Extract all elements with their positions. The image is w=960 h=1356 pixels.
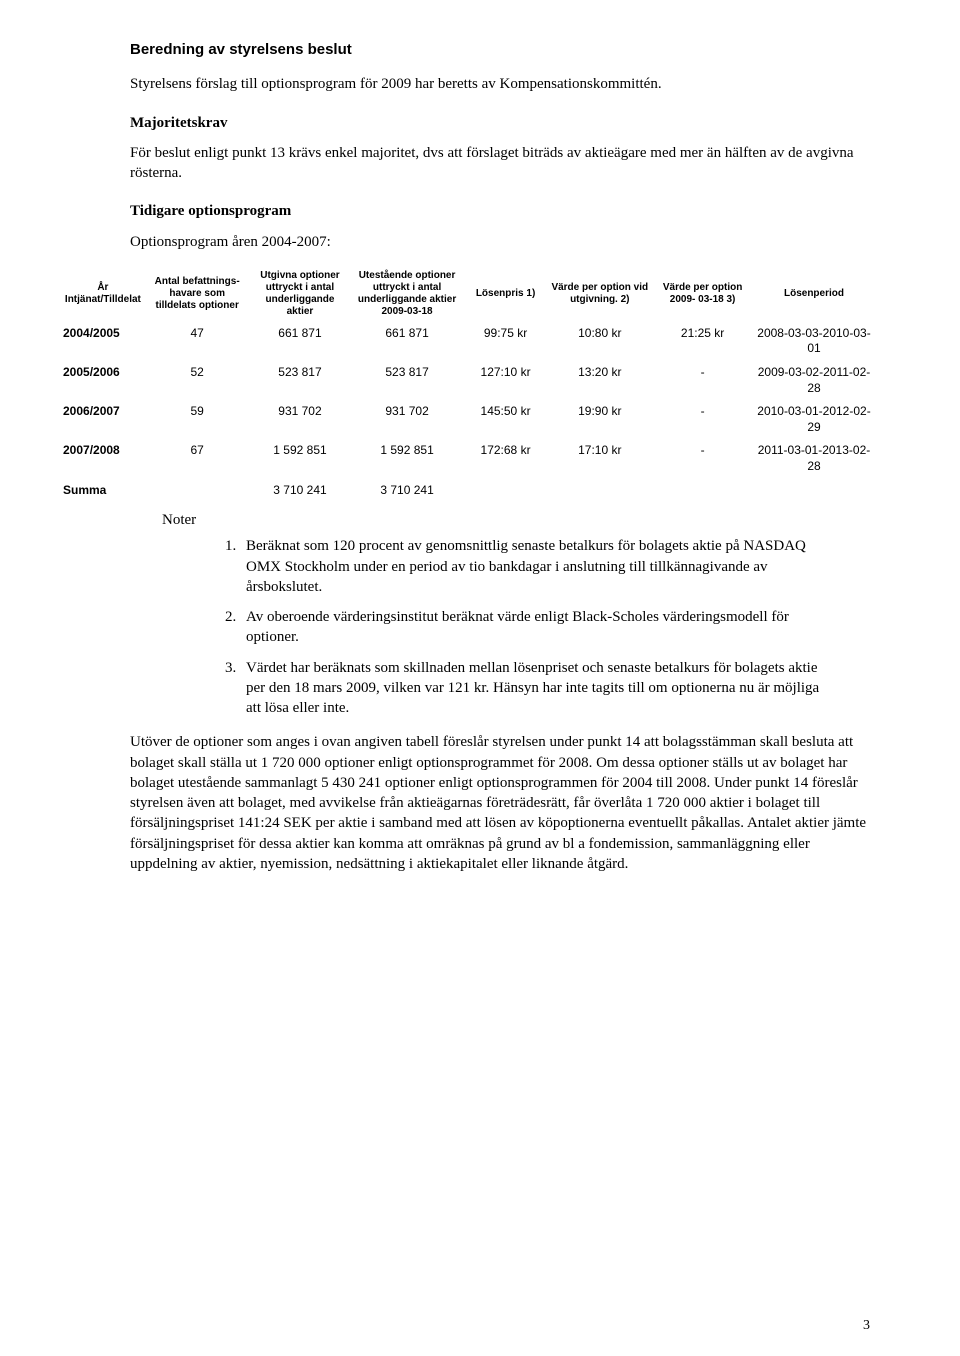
- cell-holders: 47: [146, 322, 249, 361]
- cell-strike: 99:75 kr: [463, 322, 549, 361]
- page-number: 3: [863, 1317, 870, 1336]
- cell-period: 2008-03-03-2010-03-01: [754, 322, 874, 361]
- cell-period: 2009-03-02-2011-02-28: [754, 361, 874, 400]
- cell-period: 2010-03-01-2012-02-29: [754, 400, 874, 439]
- cell-valissue: 17:10 kr: [548, 439, 651, 478]
- paragraph-intro: Styrelsens förslag till optionsprogram f…: [130, 74, 870, 94]
- cell-issued: 661 871: [249, 322, 352, 361]
- note-item: Värdet har beräknats som skillnaden mell…: [240, 658, 830, 719]
- table-header-row: År Intjänat/Tilldelat Antal befattnings-…: [60, 266, 874, 322]
- col-value-date: Värde per option 2009- 03-18 3): [651, 266, 754, 322]
- cell-valdate: -: [651, 361, 754, 400]
- col-year: År Intjänat/Tilldelat: [60, 266, 146, 322]
- paragraph-final: Utöver de optioner som anges i ovan angi…: [130, 732, 870, 874]
- cell-year: 2007/2008: [60, 439, 146, 478]
- options-table: År Intjänat/Tilldelat Antal befattnings-…: [60, 266, 874, 502]
- cell-valdate: -: [651, 439, 754, 478]
- cell-outstanding: 931 702: [351, 400, 462, 439]
- cell-strike: 172:68 kr: [463, 439, 549, 478]
- table-row: 2006/2007 59 931 702 931 702 145:50 kr 1…: [60, 400, 874, 439]
- heading-tidigare: Tidigare optionsprogram: [130, 201, 870, 221]
- cell-year: 2004/2005: [60, 322, 146, 361]
- cell-outstanding: 523 817: [351, 361, 462, 400]
- col-period: Lösenperiod: [754, 266, 874, 322]
- heading-beredning: Beredning av styrelsens beslut: [130, 40, 870, 60]
- cell-valdate: -: [651, 400, 754, 439]
- cell-issued: 1 592 851: [249, 439, 352, 478]
- cell-blank: [754, 479, 874, 503]
- cell-issued-sum: 3 710 241: [249, 479, 352, 503]
- cell-holders: 67: [146, 439, 249, 478]
- paragraph-programyears: Optionsprogram åren 2004-2007:: [130, 232, 870, 252]
- table-row: 2005/2006 52 523 817 523 817 127:10 kr 1…: [60, 361, 874, 400]
- cell-outstanding: 661 871: [351, 322, 462, 361]
- cell-outstanding: 1 592 851: [351, 439, 462, 478]
- notes-list: Beräknat som 120 procent av genomsnittli…: [240, 536, 830, 718]
- heading-majoritetskrav: Majoritetskrav: [130, 113, 870, 133]
- noter-heading: Noter: [162, 510, 870, 530]
- col-issued: Utgivna optioner uttryckt i antal underl…: [249, 266, 352, 322]
- cell-issued: 523 817: [249, 361, 352, 400]
- cell-holders: 52: [146, 361, 249, 400]
- cell-valissue: 13:20 kr: [548, 361, 651, 400]
- document-page: Beredning av styrelsens beslut Styrelsen…: [0, 0, 960, 1356]
- cell-valissue: 19:90 kr: [548, 400, 651, 439]
- cell-outstanding-sum: 3 710 241: [351, 479, 462, 503]
- note-item: Av oberoende värderingsinstitut beräknat…: [240, 607, 830, 648]
- col-holders: Antal befattnings-havare som tilldelats …: [146, 266, 249, 322]
- cell-blank: [651, 479, 754, 503]
- cell-year: 2005/2006: [60, 361, 146, 400]
- cell-blank: [548, 479, 651, 503]
- cell-period: 2011-03-01-2013-02-28: [754, 439, 874, 478]
- cell-holders: 59: [146, 400, 249, 439]
- cell-strike: 127:10 kr: [463, 361, 549, 400]
- col-outstanding: Utestående optioner uttryckt i antal und…: [351, 266, 462, 322]
- paragraph-majoritet: För beslut enligt punkt 13 krävs enkel m…: [130, 143, 870, 184]
- cell-year: 2006/2007: [60, 400, 146, 439]
- table-row-summa: Summa 3 710 241 3 710 241: [60, 479, 874, 503]
- col-strike: Lösenpris 1): [463, 266, 549, 322]
- cell-valdate: 21:25 kr: [651, 322, 754, 361]
- table-row: 2004/2005 47 661 871 661 871 99:75 kr 10…: [60, 322, 874, 361]
- cell-issued: 931 702: [249, 400, 352, 439]
- cell-summa-label: Summa: [60, 479, 146, 503]
- cell-valissue: 10:80 kr: [548, 322, 651, 361]
- col-value-issue: Värde per option vid utgivning. 2): [548, 266, 651, 322]
- cell-blank: [463, 479, 549, 503]
- note-item: Beräknat som 120 procent av genomsnittli…: [240, 536, 830, 597]
- cell-blank: [146, 479, 249, 503]
- table-row: 2007/2008 67 1 592 851 1 592 851 172:68 …: [60, 439, 874, 478]
- cell-strike: 145:50 kr: [463, 400, 549, 439]
